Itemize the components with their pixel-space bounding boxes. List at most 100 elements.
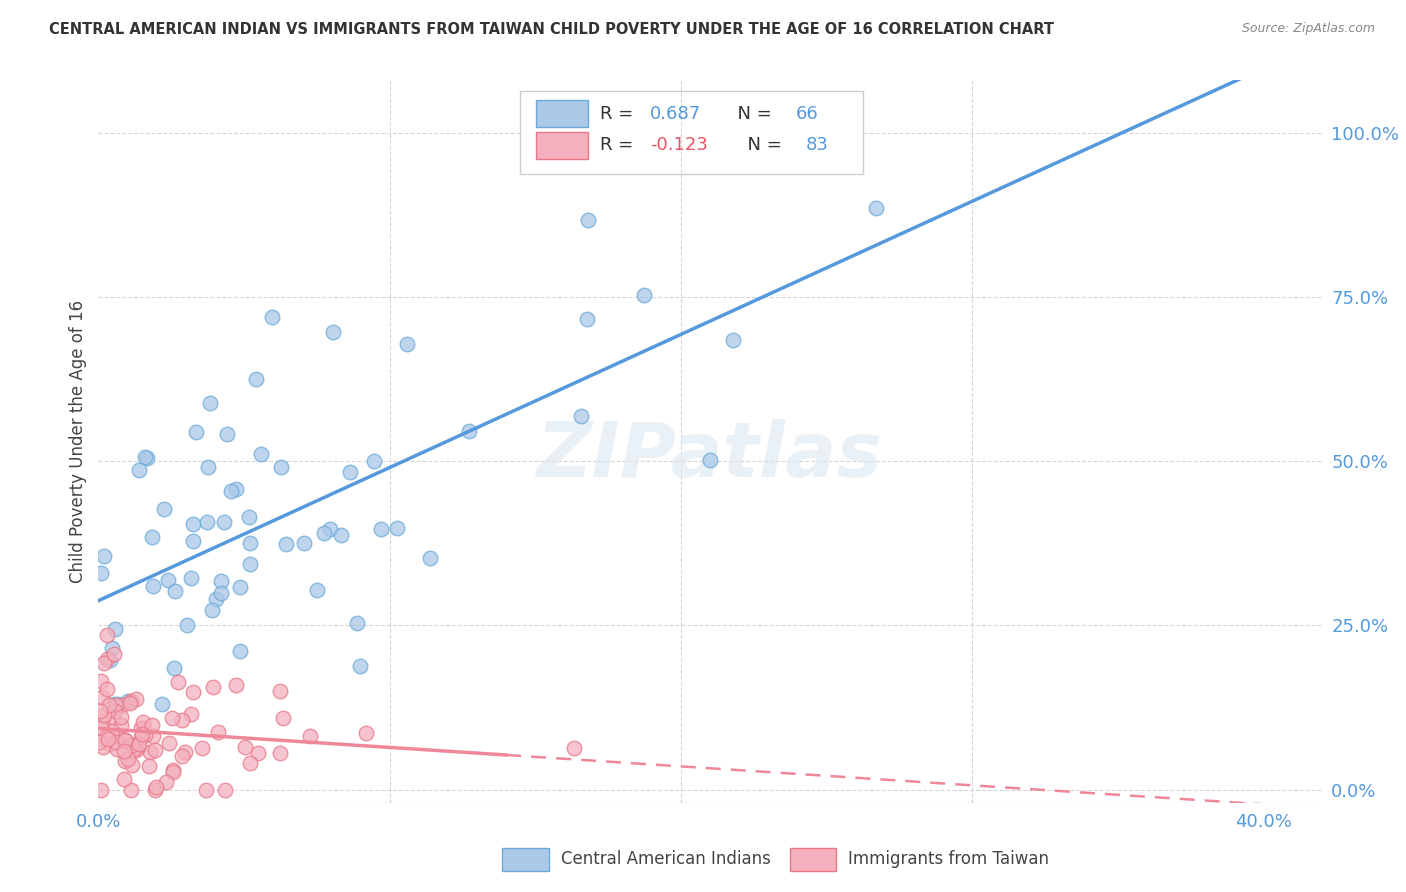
Point <box>110 710 132 724</box>
Point <box>354 725 377 739</box>
Point <box>98 737 121 751</box>
Point <box>207 725 229 739</box>
Point <box>114 754 136 768</box>
Text: Immigrants from Taiwan: Immigrants from Taiwan <box>848 850 1049 868</box>
Point <box>269 684 291 698</box>
Point <box>312 525 335 540</box>
Text: 0.687: 0.687 <box>650 104 702 122</box>
Point <box>172 748 194 763</box>
Point <box>699 453 721 467</box>
Point <box>136 451 159 466</box>
Text: Central American Indians: Central American Indians <box>561 850 770 868</box>
Point <box>201 681 224 695</box>
Point <box>110 717 132 731</box>
Point <box>111 698 134 712</box>
Point <box>141 718 163 732</box>
Point <box>134 450 156 464</box>
Point <box>385 521 408 535</box>
Point <box>139 745 162 759</box>
Point <box>90 674 112 689</box>
Point <box>174 745 197 759</box>
Point <box>125 692 148 706</box>
Point <box>194 782 217 797</box>
Point <box>103 647 125 661</box>
Point <box>274 536 297 550</box>
Point <box>419 550 441 565</box>
Point <box>93 549 115 563</box>
Point <box>229 580 252 594</box>
Point <box>305 583 328 598</box>
Point <box>107 698 129 712</box>
Point <box>143 782 166 797</box>
Point <box>159 736 181 750</box>
Point <box>90 782 112 797</box>
Point <box>100 724 122 739</box>
Point <box>142 579 165 593</box>
Point <box>131 726 153 740</box>
Point <box>128 463 150 477</box>
FancyBboxPatch shape <box>536 132 588 159</box>
Point <box>180 706 202 721</box>
Point <box>219 483 242 498</box>
Point <box>128 737 150 751</box>
Point <box>96 652 118 666</box>
Point <box>138 759 160 773</box>
Text: -0.123: -0.123 <box>650 136 709 154</box>
Text: 66: 66 <box>796 104 818 122</box>
Point <box>132 715 155 730</box>
Point <box>127 740 149 755</box>
Point <box>238 557 260 571</box>
Point <box>94 730 117 744</box>
Point <box>225 678 247 692</box>
Text: Source: ZipAtlas.com: Source: ZipAtlas.com <box>1241 22 1375 36</box>
Point <box>150 698 173 712</box>
Point <box>101 711 124 725</box>
Point <box>120 782 142 797</box>
Point <box>292 535 315 549</box>
Point <box>163 661 186 675</box>
Point <box>145 780 167 794</box>
Point <box>90 714 112 729</box>
Point <box>90 566 112 580</box>
Point <box>114 733 136 747</box>
Point <box>108 729 131 743</box>
Point <box>156 573 179 587</box>
Point <box>322 326 344 340</box>
Point <box>96 628 118 642</box>
Point <box>120 694 142 708</box>
Point <box>97 698 120 713</box>
Point <box>176 617 198 632</box>
Point <box>91 740 114 755</box>
Point <box>172 713 194 727</box>
Point <box>97 731 120 746</box>
Point <box>153 502 176 516</box>
Point <box>155 774 177 789</box>
Point <box>395 337 418 351</box>
Point <box>90 721 112 735</box>
Point <box>125 743 148 757</box>
Text: R =: R = <box>600 136 638 154</box>
Point <box>458 424 481 438</box>
Text: CENTRAL AMERICAN INDIAN VS IMMIGRANTS FROM TAIWAN CHILD POVERTY UNDER THE AGE OF: CENTRAL AMERICAN INDIAN VS IMMIGRANTS FR… <box>49 22 1054 37</box>
Point <box>197 460 219 475</box>
Point <box>246 746 269 760</box>
Point <box>121 758 143 772</box>
Point <box>349 658 371 673</box>
Point <box>98 653 121 667</box>
Text: R =: R = <box>600 104 638 122</box>
Point <box>330 528 353 542</box>
FancyBboxPatch shape <box>790 847 837 871</box>
Point <box>101 640 124 655</box>
FancyBboxPatch shape <box>520 91 863 174</box>
Point <box>271 711 294 725</box>
Point <box>191 741 214 756</box>
FancyBboxPatch shape <box>536 100 588 128</box>
Point <box>200 396 222 410</box>
Point <box>96 682 118 697</box>
Point <box>105 742 128 756</box>
Point <box>103 698 125 712</box>
Point <box>249 447 271 461</box>
Point <box>181 533 204 548</box>
Point <box>112 772 135 787</box>
Point <box>121 738 143 752</box>
